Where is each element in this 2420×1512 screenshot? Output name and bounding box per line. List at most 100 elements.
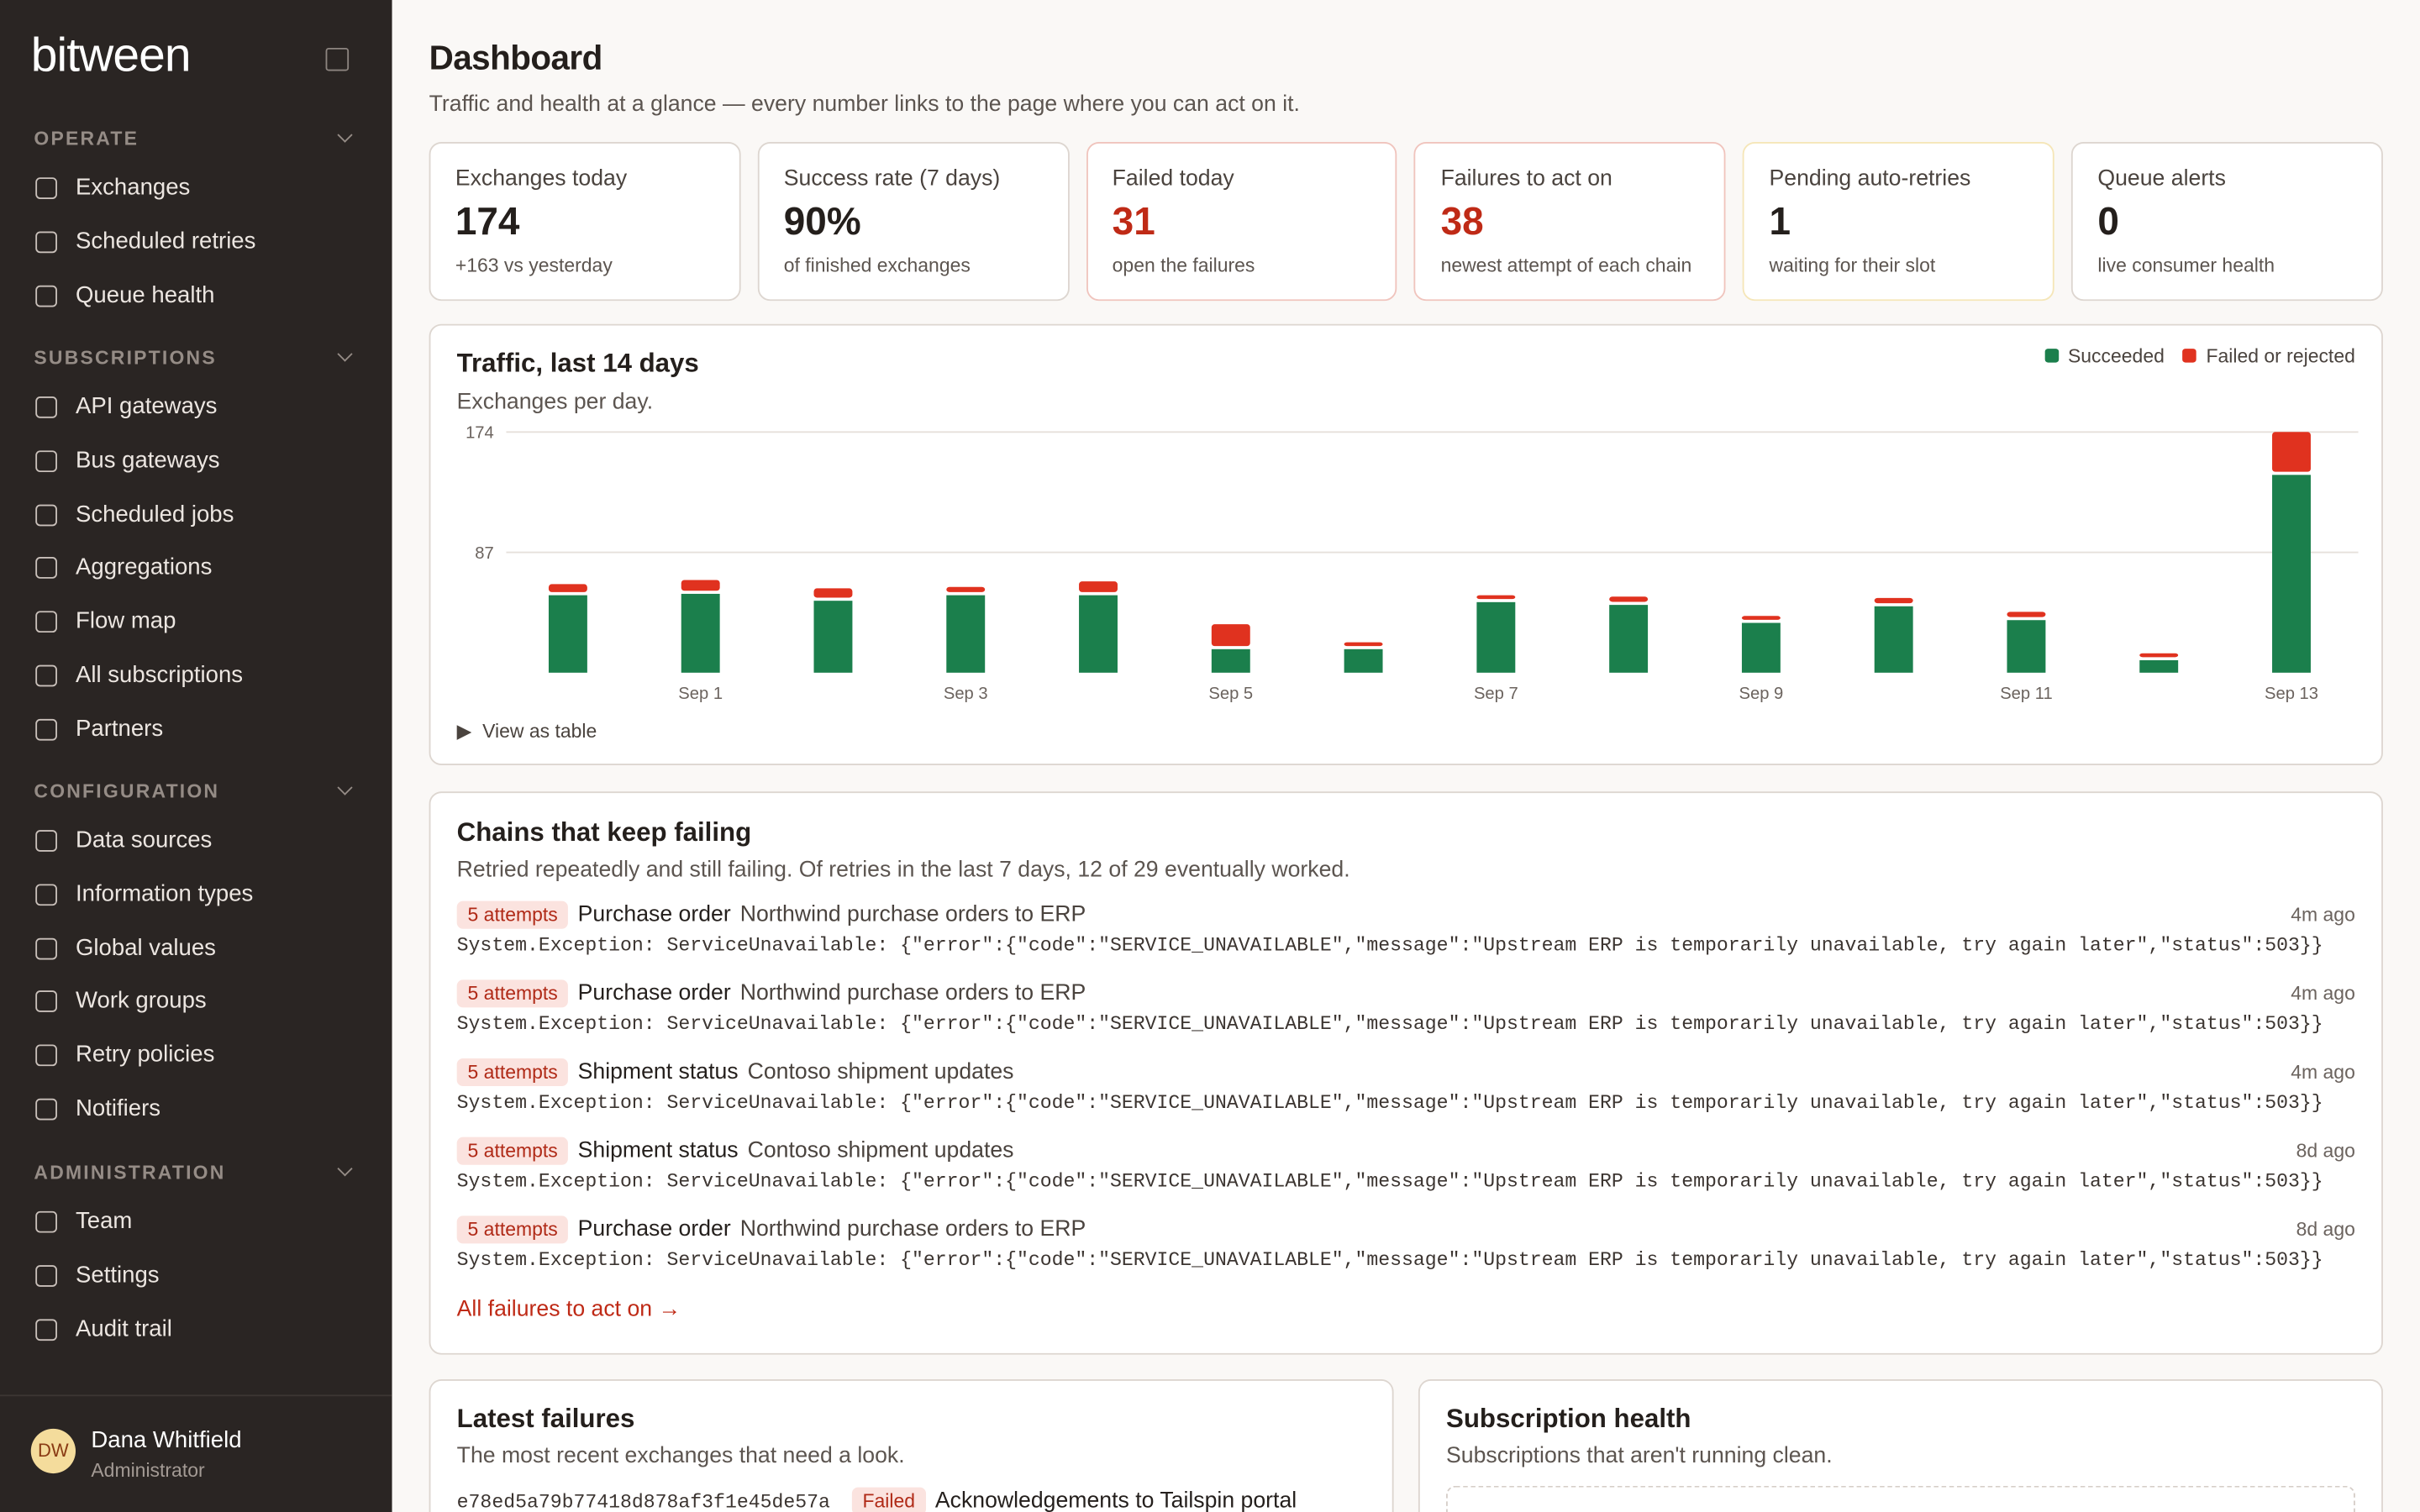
bar-segment[interactable] bbox=[2139, 659, 2179, 673]
nav-item[interactable]: Information types bbox=[76, 880, 254, 907]
nav-icon bbox=[35, 1098, 57, 1121]
nav-item[interactable]: Team bbox=[76, 1208, 133, 1235]
all-failures-link[interactable]: All failures to act on → bbox=[456, 1297, 681, 1323]
bar-segment[interactable] bbox=[2007, 620, 2046, 673]
bar-segment[interactable] bbox=[813, 601, 853, 673]
nav-item[interactable]: Exchanges bbox=[76, 174, 191, 201]
nav-item[interactable]: Partners bbox=[76, 715, 164, 743]
chain-type: Shipment status bbox=[577, 1059, 739, 1085]
nav-item[interactable]: Global values bbox=[76, 934, 216, 961]
stat-card[interactable]: Failed today 31 open the failures bbox=[1086, 141, 1398, 302]
page-subtitle: Traffic and health at a glance — every n… bbox=[429, 92, 1300, 118]
nav-item[interactable]: Flow map bbox=[76, 608, 176, 635]
bar-segment[interactable] bbox=[2007, 612, 2046, 617]
bar-segment[interactable] bbox=[2272, 475, 2311, 673]
nav-icon bbox=[35, 884, 57, 906]
card-title: Chains that keep failing bbox=[456, 817, 752, 848]
bar-segment[interactable] bbox=[2272, 432, 2311, 472]
chain-row[interactable]: 5 attempts Purchase order Northwind purcha… bbox=[456, 979, 2355, 1057]
chain-head: 5 attempts Purchase order Northwind purcha… bbox=[456, 979, 2355, 1008]
chain-time: 8d ago bbox=[2296, 1219, 2355, 1241]
chain-row[interactable]: 5 attempts Shipment status Contoso shipmen… bbox=[456, 1137, 2355, 1215]
nav-item[interactable]: All subscriptions bbox=[76, 661, 244, 689]
section-title[interactable]: ADMINISTRATION bbox=[34, 1162, 226, 1184]
stat-card[interactable]: Failures to act on 38 newest attempt of ea… bbox=[1414, 141, 1727, 302]
bar-segment[interactable] bbox=[813, 588, 853, 598]
collapse-button[interactable] bbox=[325, 47, 350, 71]
chain-error: System.Exception: ServiceUnavailable: {"… bbox=[456, 1171, 2323, 1193]
card-subtitle: Retried repeatedly and still failing. Of… bbox=[456, 858, 1350, 883]
nav-item[interactable]: Bus gateways bbox=[76, 447, 220, 474]
section-chevron[interactable] bbox=[337, 780, 353, 795]
nav-item[interactable]: Scheduled retries bbox=[76, 228, 256, 255]
nav-icon bbox=[35, 1318, 57, 1341]
subscription-health-card: Subscription health Subscriptions that a… bbox=[1418, 1379, 2383, 1512]
section-chevron[interactable] bbox=[337, 127, 353, 143]
bar-segment[interactable] bbox=[1344, 648, 1383, 673]
bar-segment[interactable] bbox=[548, 595, 587, 673]
bar-segment[interactable] bbox=[1609, 605, 1649, 673]
stat-value: 90% bbox=[783, 200, 861, 244]
stat-value: 174 bbox=[455, 200, 520, 244]
stat-label: Failed today bbox=[1112, 166, 1234, 192]
nav-item[interactable]: Work groups bbox=[76, 988, 207, 1015]
nav-item[interactable]: Notifiers bbox=[76, 1095, 161, 1122]
bar-segment[interactable] bbox=[1079, 581, 1118, 592]
bar-segment[interactable] bbox=[1344, 642, 1383, 647]
nav-item[interactable]: Data sources bbox=[76, 827, 213, 853]
chain-row[interactable]: 5 attempts Shipment status Contoso shipmen… bbox=[456, 1058, 2355, 1136]
nav-icon bbox=[35, 1264, 57, 1287]
bar-segment[interactable] bbox=[1211, 648, 1250, 673]
stat-card[interactable]: Queue alerts 0 live consumer health bbox=[2071, 141, 2383, 302]
section-title[interactable]: SUBSCRIPTIONS bbox=[34, 347, 217, 369]
bar-segment[interactable] bbox=[681, 593, 720, 673]
bar-segment[interactable] bbox=[1476, 601, 1516, 673]
user-role: Administrator bbox=[91, 1459, 205, 1482]
bar-segment[interactable] bbox=[548, 584, 587, 592]
bar-segment[interactable] bbox=[1079, 595, 1118, 673]
x-tick-label: Sep 3 bbox=[944, 685, 988, 703]
logo[interactable]: bitween bbox=[30, 28, 192, 82]
nav-item[interactable]: Retry policies bbox=[76, 1042, 215, 1068]
bar-segment[interactable] bbox=[1741, 616, 1781, 620]
section-chevron[interactable] bbox=[337, 1161, 353, 1177]
nav-item[interactable]: Scheduled jobs bbox=[76, 501, 234, 528]
bar-segment[interactable] bbox=[946, 595, 986, 673]
attempts-badge: 5 attempts bbox=[456, 1215, 569, 1244]
bar-segment[interactable] bbox=[1874, 606, 1913, 673]
chain-row[interactable]: 5 attempts Purchase order Northwind purcha… bbox=[456, 1215, 2355, 1293]
toggle-label[interactable]: View as table bbox=[482, 720, 597, 743]
avatar[interactable]: DW bbox=[30, 1428, 76, 1474]
stat-card[interactable]: Pending auto-retries 1 waiting for their s… bbox=[1743, 141, 2054, 302]
failure-row[interactable]: e78ed5a79b77418d878af3f1e45de57a Failed Ac… bbox=[457, 1486, 1366, 1512]
legend-label: Failed or rejected bbox=[2206, 345, 2355, 368]
bar-segment[interactable] bbox=[1874, 597, 1913, 604]
nav-item[interactable]: Aggregations bbox=[76, 554, 213, 581]
nav-item[interactable]: Settings bbox=[76, 1262, 160, 1289]
bar-segment[interactable] bbox=[946, 586, 986, 592]
section-title[interactable]: OPERATE bbox=[34, 128, 139, 150]
nav-item[interactable]: API gateways bbox=[76, 393, 218, 420]
stat-value: 0 bbox=[2097, 200, 2119, 244]
chain-type: Purchase order bbox=[577, 981, 731, 1006]
bar-segment[interactable] bbox=[2139, 653, 2179, 658]
stat-card[interactable]: Exchanges today 174 +163 vs yesterday bbox=[429, 141, 741, 302]
x-tick-label: Sep 1 bbox=[678, 685, 723, 703]
legend-item: Succeeded bbox=[2044, 345, 2165, 367]
chain-time: 4m ago bbox=[2291, 904, 2355, 927]
bar-segment[interactable] bbox=[1211, 624, 1250, 647]
bar-segment[interactable] bbox=[681, 580, 720, 591]
x-tick-label: Sep 9 bbox=[1739, 685, 1784, 703]
nav-item[interactable]: Queue health bbox=[76, 281, 215, 308]
bar-segment[interactable] bbox=[1741, 622, 1781, 673]
section-chevron[interactable] bbox=[337, 346, 353, 362]
stat-card[interactable]: Success rate (7 days) 90% of finished exch… bbox=[757, 141, 1070, 302]
nav-item[interactable]: Audit trail bbox=[76, 1315, 172, 1342]
section-title[interactable]: CONFIGURATION bbox=[34, 780, 220, 803]
bar-segment[interactable] bbox=[1609, 596, 1649, 602]
chain-row[interactable]: 5 attempts Purchase order Northwind purcha… bbox=[456, 900, 2355, 979]
bar-segment[interactable] bbox=[1476, 595, 1516, 600]
view-as-table[interactable]: ▶ View as table bbox=[456, 720, 597, 743]
card-subtitle: Exchanges per day. bbox=[456, 390, 654, 416]
